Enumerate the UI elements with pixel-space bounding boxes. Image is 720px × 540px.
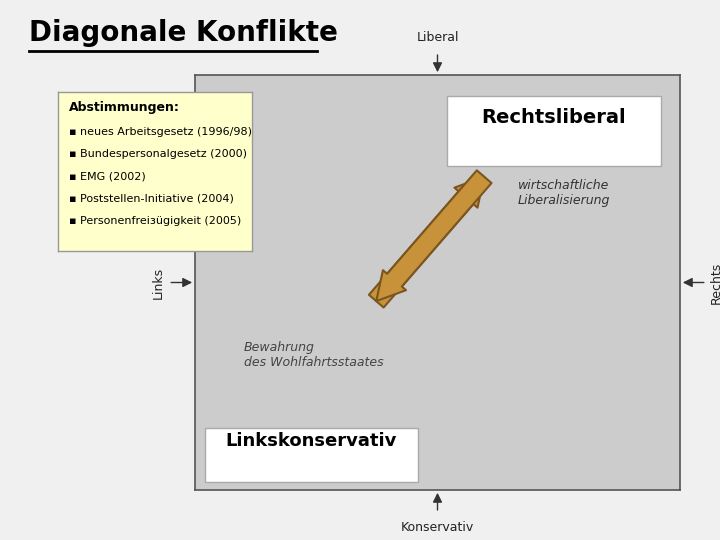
- FancyArrowPatch shape: [377, 170, 492, 301]
- Text: ▪ Personenfreiзügigkeit (2005): ▪ Personenfreiзügigkeit (2005): [69, 216, 241, 226]
- Text: ▪ Poststellen-Initiative (2004): ▪ Poststellen-Initiative (2004): [69, 194, 234, 204]
- FancyArrowPatch shape: [369, 177, 484, 307]
- FancyBboxPatch shape: [447, 96, 660, 166]
- Text: ▪ neues Arbeitsgesetz (1996/98): ▪ neues Arbeitsgesetz (1996/98): [69, 127, 252, 137]
- Text: ▪ EMG (2002): ▪ EMG (2002): [69, 171, 146, 181]
- Text: ▪ Bundespersonalgesetz (2000): ▪ Bundespersonalgesetz (2000): [69, 149, 247, 159]
- Text: Linkskonservativ: Linkskonservativ: [225, 432, 397, 450]
- FancyBboxPatch shape: [204, 428, 418, 482]
- Text: Rechtsliberal: Rechtsliberal: [482, 108, 626, 127]
- Text: Diagonale Konflikte: Diagonale Konflikte: [29, 19, 338, 47]
- Text: Rechts: Rechts: [710, 261, 720, 303]
- Text: Links: Links: [152, 266, 165, 299]
- Text: Konservativ: Konservativ: [401, 521, 474, 534]
- Text: wirtschaftliche
Liberalisierung: wirtschaftliche Liberalisierung: [518, 179, 610, 207]
- Text: Liberal: Liberal: [416, 31, 459, 44]
- Text: Bewahrung
des Wohlfahrtsstaates: Bewahrung des Wohlfahrtsstaates: [243, 341, 383, 369]
- Text: Abstimmungen:: Abstimmungen:: [69, 102, 180, 114]
